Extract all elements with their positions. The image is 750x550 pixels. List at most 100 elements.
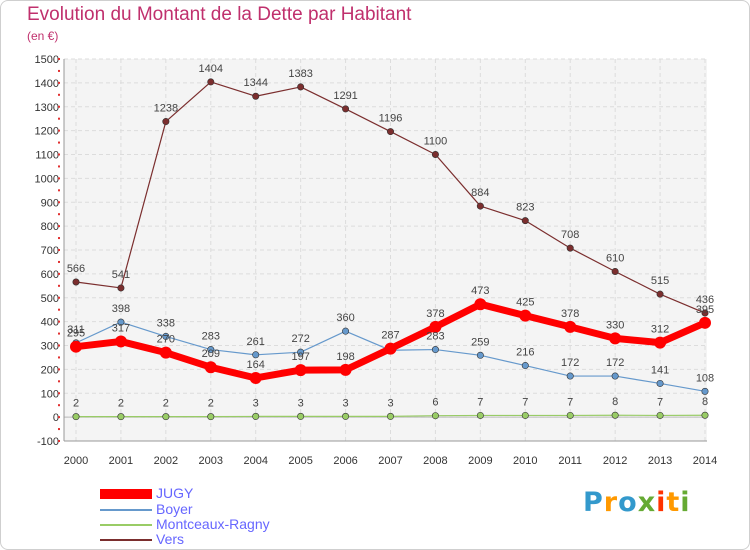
data-label-jugy: 312 xyxy=(651,324,669,336)
data-label-vers: 1196 xyxy=(379,113,403,125)
data-label-boyer: 216 xyxy=(516,347,534,359)
data-label-vers: 1100 xyxy=(424,136,448,148)
data-label-jugy: 330 xyxy=(606,319,624,331)
y-axis-tick xyxy=(58,272,60,275)
data-label-montceaux-ragny: 2 xyxy=(73,398,79,410)
data-label-boyer: 311 xyxy=(67,324,85,336)
data-label-boyer: 272 xyxy=(291,333,309,345)
y-tick-label: 1100 xyxy=(35,150,59,162)
y-tick-label: 1300 xyxy=(35,102,59,114)
y-axis-tick xyxy=(58,428,60,431)
y-axis-tick xyxy=(58,141,60,144)
data-point-boyer xyxy=(656,379,664,387)
data-point-jugy xyxy=(339,363,352,376)
data-point-vers xyxy=(476,202,484,210)
y-tick-label: 400 xyxy=(41,317,59,329)
data-label-vers: 1238 xyxy=(154,103,178,115)
y-axis-tick xyxy=(58,237,60,240)
data-label-montceaux-ragny: 7 xyxy=(567,396,573,408)
legend-label: Boyer xyxy=(156,501,193,517)
data-point-jugy xyxy=(654,336,667,349)
data-point-montceaux-ragny xyxy=(611,411,619,419)
data-point-boyer xyxy=(162,332,170,340)
y-axis-tick xyxy=(58,332,60,335)
data-point-jugy xyxy=(429,320,442,333)
legend-swatch-jugy xyxy=(100,489,152,499)
data-point-vers xyxy=(521,217,529,225)
data-label-jugy: 287 xyxy=(381,330,399,342)
y-axis-tick xyxy=(58,249,60,251)
x-tick-label: 2010 xyxy=(513,455,537,467)
data-point-montceaux-ragny xyxy=(701,411,709,419)
logo-letter: i xyxy=(680,487,691,518)
logo-letter: i xyxy=(656,487,667,518)
x-tick-label: 2014 xyxy=(693,455,717,467)
data-point-vers xyxy=(297,83,305,91)
data-label-montceaux-ragny: 7 xyxy=(522,396,528,408)
y-axis-tick xyxy=(58,129,60,132)
y-axis-tick xyxy=(58,153,60,156)
data-label-vers: 541 xyxy=(112,269,130,281)
y-tick-label: 200 xyxy=(41,364,59,376)
data-label-boyer: 283 xyxy=(202,331,220,343)
data-label-boyer: 360 xyxy=(336,312,354,324)
data-point-vers xyxy=(386,128,394,136)
data-label-boyer: 172 xyxy=(561,357,579,369)
legend-label: Montceaux-Ragny xyxy=(156,516,270,532)
data-label-vers: 708 xyxy=(561,229,579,241)
data-label-jugy: 378 xyxy=(426,308,444,320)
data-label-montceaux-ragny: 3 xyxy=(343,397,349,409)
y-axis-tick xyxy=(58,344,60,347)
y-tick-label: 1400 xyxy=(35,78,59,90)
data-label-vers: 884 xyxy=(471,187,489,199)
data-label-jugy: 425 xyxy=(516,297,534,309)
x-tick-label: 2005 xyxy=(288,455,312,467)
data-label-boyer: 338 xyxy=(157,317,175,329)
data-label-jugy: 473 xyxy=(471,285,489,297)
legend-swatch-vers xyxy=(100,539,152,541)
data-label-jugy: 378 xyxy=(561,308,579,320)
data-point-boyer xyxy=(207,346,215,354)
data-point-jugy xyxy=(294,364,307,377)
data-point-jugy xyxy=(474,298,487,311)
y-tick-label: 600 xyxy=(41,269,59,281)
data-point-boyer xyxy=(701,387,709,395)
proxiti-logo: Proxiti xyxy=(583,487,691,518)
data-point-vers xyxy=(656,290,664,298)
data-point-jugy xyxy=(114,335,127,348)
data-label-boyer: 108 xyxy=(696,372,714,384)
y-tick-label: 0 xyxy=(53,412,59,424)
data-label-montceaux-ragny: 8 xyxy=(702,396,708,408)
y-axis-tick xyxy=(58,392,60,395)
y-tick-label: -100 xyxy=(37,436,59,448)
data-point-vers xyxy=(72,278,80,286)
data-point-boyer xyxy=(521,362,529,370)
chart-title: Evolution du Montant de la Dette par Hab… xyxy=(27,4,412,25)
y-axis-tick xyxy=(58,105,60,108)
data-label-jugy: 395 xyxy=(696,304,714,316)
y-tick-label: 100 xyxy=(41,388,59,400)
data-label-vers: 1344 xyxy=(243,77,267,89)
data-label-jugy: 198 xyxy=(336,351,354,363)
y-tick-label: 500 xyxy=(41,293,59,305)
data-point-vers xyxy=(566,244,574,252)
data-point-montceaux-ragny xyxy=(297,412,305,420)
data-label-jugy: 209 xyxy=(202,348,220,360)
data-point-montceaux-ragny xyxy=(656,411,664,419)
data-point-montceaux-ragny xyxy=(252,412,260,420)
data-point-montceaux-ragny xyxy=(566,411,574,419)
data-point-jugy xyxy=(609,332,622,345)
data-point-montceaux-ragny xyxy=(207,413,215,421)
logo-letter: P xyxy=(583,487,604,518)
y-axis-tick xyxy=(58,296,60,299)
data-point-boyer xyxy=(297,348,305,356)
x-tick-label: 2012 xyxy=(603,455,627,467)
y-axis-tick xyxy=(58,404,60,407)
y-axis-tick xyxy=(58,213,60,216)
y-axis-tick xyxy=(58,177,60,180)
legend-swatch-montceaux-ragny xyxy=(100,524,152,526)
x-tick-label: 2001 xyxy=(109,455,133,467)
data-point-montceaux-ragny xyxy=(431,412,439,420)
y-tick-label: 1000 xyxy=(35,173,59,185)
x-tick-label: 2009 xyxy=(468,455,492,467)
